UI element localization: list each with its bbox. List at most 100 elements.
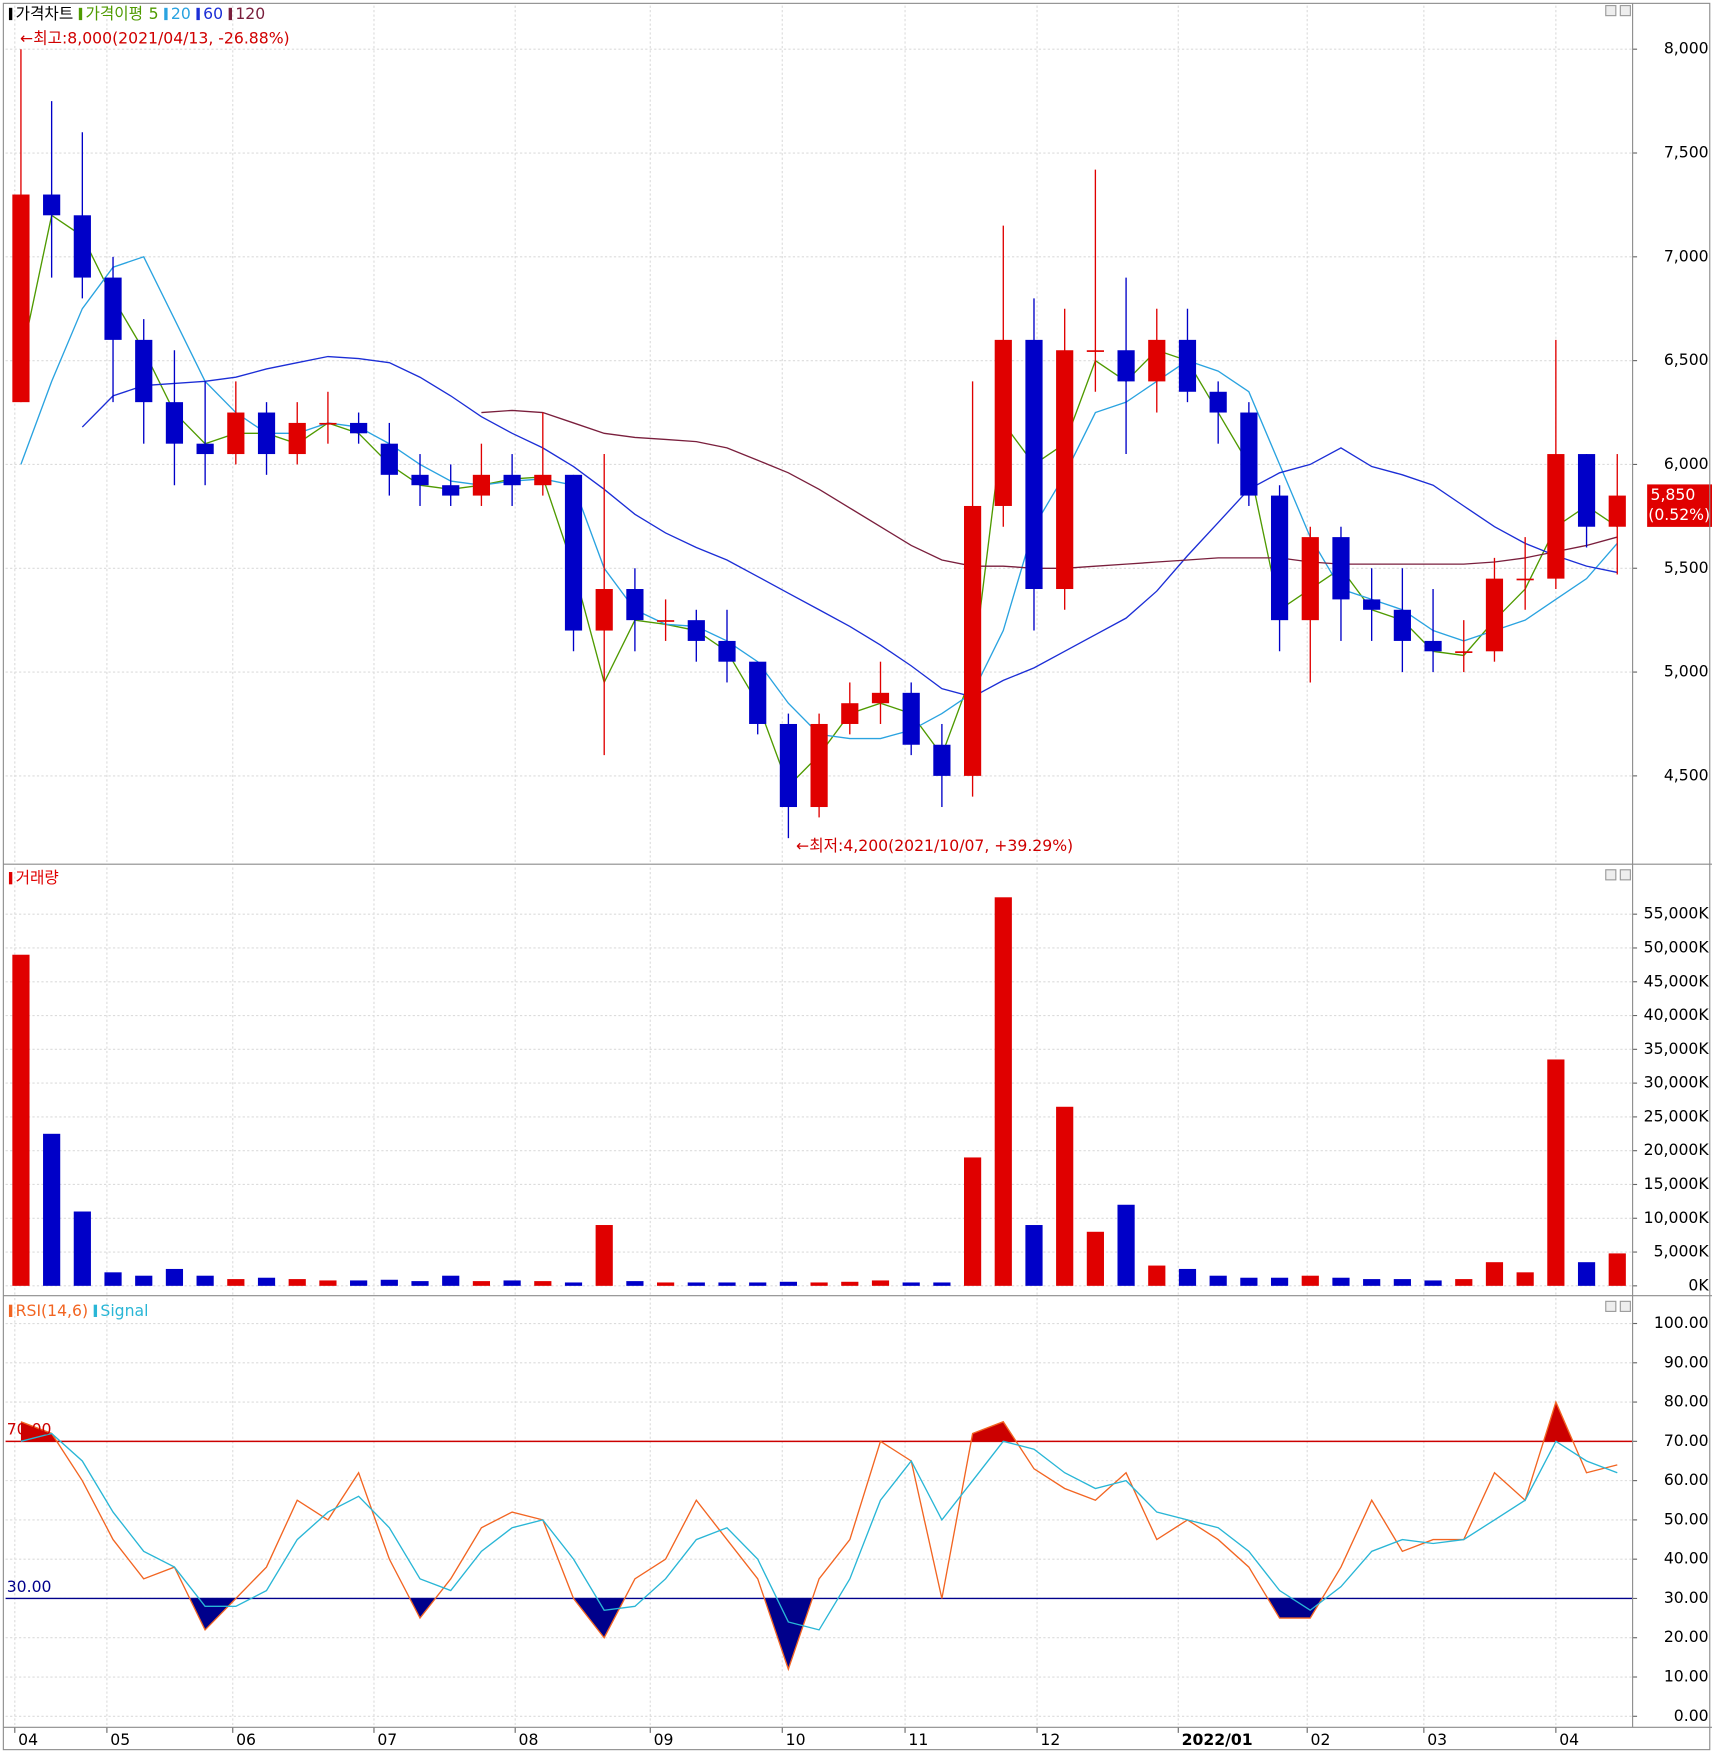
y-tick-label: 80.00 [1664,1392,1709,1411]
volume-bar [135,1275,153,1286]
x-tick-label: 10 [786,1730,806,1749]
volume-bar [994,897,1012,1286]
y-tick-label: 40,000K [1644,1005,1710,1024]
candle-body [1178,339,1197,392]
legend-swatch [8,7,13,21]
panel-buttons[interactable] [1605,5,1631,1312]
x-tick-label: 08 [519,1730,539,1749]
y-tick-label: 50.00 [1664,1509,1709,1528]
close-button[interactable] [1619,869,1631,881]
x-tick-label: 11 [908,1730,928,1749]
volume-bar [779,1281,797,1286]
marks-layer [5,49,1633,1672]
x-tick-label: 12 [1040,1730,1060,1749]
candle-body [1547,454,1565,579]
rsi-line [20,1400,1618,1672]
volume-bar [749,1282,767,1286]
candle-body [1148,339,1166,382]
candle-body [43,194,61,216]
candle-body [1056,350,1074,590]
volume-bar [718,1282,736,1286]
candle-body [810,723,828,808]
candle-body [1086,350,1104,352]
volume-bar [1363,1279,1381,1286]
candle-body [963,505,982,776]
volume-bar [1056,1106,1074,1286]
candle-body [1393,609,1411,641]
candle-body [1577,454,1596,527]
candle-body [135,339,153,403]
candle-body [1485,578,1504,652]
volume-bar [841,1281,859,1286]
legend-swatch [8,1304,13,1317]
volume-bar [411,1281,429,1286]
y-tick-label: 15,000K [1644,1174,1710,1193]
volume-bar [73,1211,91,1286]
candle-body [1455,651,1473,653]
candle-body [227,412,245,455]
candle-body [626,589,644,621]
x-tick-label: 2022/01 [1182,1730,1253,1749]
y-tick-label: 5,000 [1664,662,1709,681]
candle-body [104,277,122,340]
candle-body [657,620,675,622]
candle-body [718,640,736,662]
high-annotation: ←최고:8,000(2021/04/13, -26.88%) [20,29,290,48]
candle-body [902,692,920,745]
y-tick-label: 6,000 [1664,454,1709,473]
volume-bar [1209,1275,1227,1286]
minimize-button[interactable] [1605,1300,1617,1312]
minimize-button[interactable] [1605,869,1617,881]
y-tick-label: 20,000K [1644,1140,1710,1159]
volume-bar [43,1133,61,1286]
volume-bar [1455,1279,1473,1286]
minimize-button[interactable] [1605,5,1617,17]
y-tick-label: 7,500 [1664,143,1709,162]
moving-average-line [481,409,1618,569]
volume-bar [871,1280,890,1286]
candle-body [564,474,583,631]
candle-body [841,703,859,724]
volume-bar [1270,1277,1289,1286]
candle-body [411,474,429,486]
candle-body [503,474,521,486]
candle-body [749,661,767,724]
x-tick-label: 07 [377,1730,397,1749]
legend-swatch [196,7,200,21]
level-label: 70.00 [7,1420,52,1439]
y-tick-label: 55,000K [1644,904,1710,923]
y-tick-label: 8,000 [1664,39,1709,58]
legend-label: 20 [171,4,191,23]
y-tick-label: 5,500 [1664,558,1709,577]
y-tick-label: 50,000K [1644,937,1710,956]
legend-swatch [93,1304,98,1317]
volume-bar [196,1275,214,1286]
candle-body [380,443,398,475]
volume-bar [902,1282,920,1286]
candle-body [871,692,890,704]
y-tick-label: 35,000K [1644,1039,1710,1058]
candle-body [73,215,91,278]
volume-bar [319,1280,337,1286]
candle-body [1117,350,1135,382]
y-tick-label: 30,000K [1644,1073,1710,1092]
x-tick-label: 02 [1311,1730,1331,1749]
volume-bar [963,1157,982,1286]
y-tick-label: 100.00 [1654,1313,1709,1332]
candle-body [933,744,951,776]
y-tick-label: 10,000K [1644,1208,1710,1227]
legend-label: Signal [100,1301,148,1320]
close-button[interactable] [1619,1300,1631,1312]
legend-label: 120 [235,4,265,23]
y-tick-label: 7,000 [1664,246,1709,265]
candle-body [12,194,30,403]
volume-bar [1148,1265,1166,1286]
volume-bar [626,1281,644,1286]
volume-bar [380,1279,398,1286]
candle-body [350,422,368,434]
legend-label: 가격이평 [86,4,144,23]
close-button[interactable] [1619,5,1631,17]
x-tick-label: 03 [1427,1730,1447,1749]
candle-body [1301,537,1319,621]
